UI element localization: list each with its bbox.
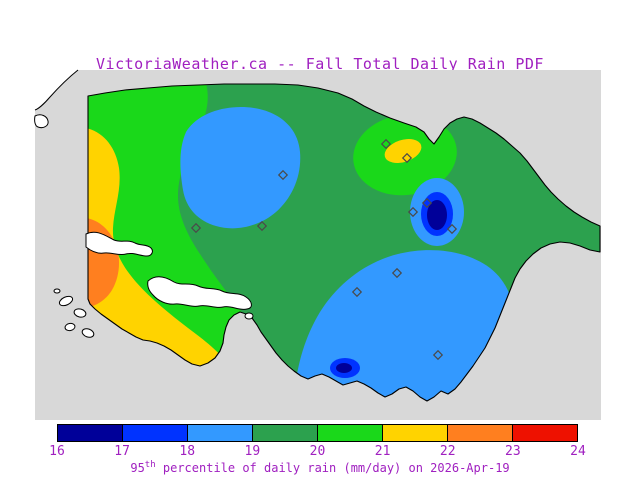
- station-marker: [277, 169, 289, 181]
- inlet-west: [85, 231, 153, 257]
- colorbar-segment: [58, 425, 123, 441]
- colorbar-segment: [318, 425, 383, 441]
- island: [64, 322, 76, 332]
- station-marker: [432, 349, 444, 361]
- colorbar-tick-label: 20: [309, 444, 326, 459]
- colorbar-segment: [123, 425, 188, 441]
- coast-northwest-line: [34, 69, 79, 111]
- station-markers: [190, 138, 458, 361]
- contour-navy-south-spot: [336, 363, 352, 373]
- island: [73, 308, 87, 318]
- island: [58, 295, 74, 307]
- colorbar-tick-label: 16: [49, 444, 65, 459]
- colorbar-segment: [253, 425, 318, 441]
- station-marker: [401, 152, 413, 164]
- island: [53, 288, 61, 294]
- page-title: VictoriaWeather.ca -- Fall Total Daily R…: [96, 55, 544, 73]
- colorbar-ticks: 16 17 18 19 20 21 22 23 24: [49, 444, 586, 459]
- station-marker: [190, 222, 202, 234]
- contour-navy-east: [427, 200, 447, 230]
- station-marker: [380, 138, 392, 150]
- colorbar-tick-label: 22: [439, 444, 456, 459]
- colorbar-tick-label: 23: [505, 444, 521, 459]
- station-marker: [407, 206, 419, 218]
- station-marker: [256, 220, 268, 232]
- station-marker: [446, 223, 458, 235]
- colorbar-segment: [513, 425, 577, 441]
- island: [81, 328, 95, 338]
- colorbar-caption: 95th percentile of daily rain (mm/day) o…: [0, 460, 640, 475]
- colorbar-tick-label: 17: [114, 444, 130, 459]
- caption-suffix: percentile of daily rain (mm/day) on 202…: [155, 461, 510, 475]
- station-marker: [391, 267, 403, 279]
- station-marker: [421, 197, 433, 209]
- coastline: [87, 83, 601, 402]
- colorbar-segment: [448, 425, 513, 441]
- colorbar-tick-label: 21: [374, 444, 391, 459]
- small-lake: [244, 312, 254, 320]
- caption-superscript: th: [144, 460, 156, 470]
- offshore-islands: [53, 288, 95, 338]
- caption-prefix: 95: [130, 461, 145, 475]
- colorbar-tick-label: 19: [244, 444, 261, 459]
- colorbar-tick-label: 24: [570, 444, 586, 459]
- island-northwest: [34, 114, 49, 129]
- colorbar-tick-label: 18: [179, 444, 196, 459]
- colorbar-segment: [188, 425, 253, 441]
- colorbar-segment: [383, 425, 448, 441]
- contour-lightblue-northwest: [180, 107, 301, 229]
- coast-northwest-corner: [35, 70, 78, 110]
- inlet-harbour: [147, 276, 252, 310]
- contour-yellow-spot: [384, 139, 422, 163]
- colorbar: [57, 424, 578, 442]
- station-marker: [351, 286, 363, 298]
